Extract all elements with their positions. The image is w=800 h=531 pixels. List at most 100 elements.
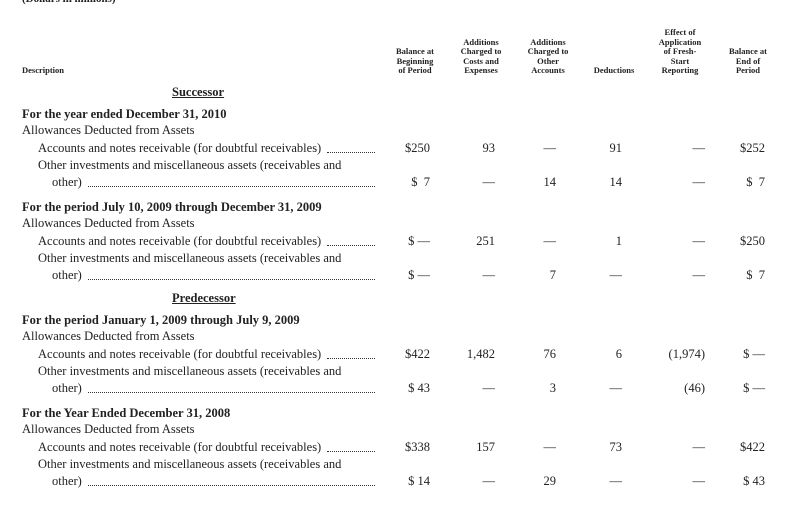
cell-value: — <box>692 175 706 189</box>
column-header: Start <box>670 55 690 66</box>
cell-value: $ — <box>743 381 765 395</box>
cell-value: — <box>692 440 706 454</box>
cell-value: 1,482 <box>466 347 495 361</box>
row-label: other) <box>52 474 82 488</box>
cell-value: $ 7 <box>746 268 765 282</box>
row-label: Other investments and miscellaneous asse… <box>38 364 342 378</box>
cell-value: $252 <box>740 141 765 155</box>
period-title: For the year ended December 31, 2010 <box>22 107 227 121</box>
cell-value: — <box>482 381 496 395</box>
cell-value: 76 <box>543 347 557 361</box>
column-header: Charged to <box>460 46 502 56</box>
group-label: Allowances Deducted from Assets <box>22 123 195 137</box>
cell-value: — <box>609 381 623 395</box>
column-header: Costs and <box>463 55 499 66</box>
cell-value: $ 43 <box>743 474 765 488</box>
cell-value: 91 <box>609 141 623 155</box>
dot-leader <box>87 392 375 393</box>
cell-value: $422 <box>405 347 430 361</box>
cell-value: — <box>609 474 623 488</box>
cell-value: 6 <box>615 347 622 361</box>
dot-leader <box>327 451 375 452</box>
column-header: Application <box>658 36 702 47</box>
row-label: other) <box>52 175 82 189</box>
column-header: Description <box>22 65 65 75</box>
cell-value: — <box>609 268 623 282</box>
cell-value: 93 <box>482 141 496 155</box>
cell-value: — <box>482 175 496 189</box>
column-header: Deductions <box>593 65 635 75</box>
dot-leader <box>87 279 375 280</box>
column-header: Additions <box>463 36 499 47</box>
cell-value: — <box>482 268 496 282</box>
row-label: Accounts and notes receivable (for doubt… <box>38 440 322 454</box>
cell-value: 29 <box>543 474 557 488</box>
row-label: Other investments and miscellaneous asse… <box>38 457 342 471</box>
row-label: other) <box>52 268 82 282</box>
column-header: of Fresh- <box>663 46 697 56</box>
cell-value: — <box>543 141 557 155</box>
cell-value: 157 <box>476 440 495 454</box>
row-label: Accounts and notes receivable (for doubt… <box>38 141 322 155</box>
cell-value: $ 7 <box>411 175 430 189</box>
row-label: Other investments and miscellaneous asse… <box>38 251 342 265</box>
column-header: Accounts <box>531 65 565 75</box>
cell-value: 73 <box>609 440 623 454</box>
dot-leader <box>87 485 375 486</box>
dot-leader <box>327 152 375 153</box>
cell-value: $ — <box>408 268 430 282</box>
cell-value: (1,974) <box>668 347 705 361</box>
column-header: Beginning <box>396 55 434 66</box>
cell-value: 251 <box>476 234 495 248</box>
column-header: Effect of <box>664 27 696 37</box>
column-header: Period <box>735 65 761 75</box>
cell-value: — <box>543 234 557 248</box>
cell-value: — <box>692 268 706 282</box>
cell-value: (46) <box>684 381 705 395</box>
cell-value: $ — <box>743 347 765 361</box>
column-header: Expenses <box>464 65 498 75</box>
dot-leader <box>327 358 375 359</box>
cell-value: 14 <box>609 175 623 189</box>
note: (Dollars in millions) <box>22 0 116 6</box>
cell-value: $ 43 <box>408 381 430 395</box>
cell-value: — <box>692 234 706 248</box>
row-label: other) <box>52 381 82 395</box>
column-header: End of <box>735 55 761 66</box>
cell-value: — <box>692 474 706 488</box>
row-label: Other investments and miscellaneous asse… <box>38 158 342 172</box>
cell-value: $ 7 <box>746 175 765 189</box>
cell-value: $338 <box>405 440 430 454</box>
dot-leader <box>87 186 375 187</box>
cell-value: — <box>543 440 557 454</box>
group-label: Allowances Deducted from Assets <box>22 422 195 436</box>
period-title: For the period July 10, 2009 through Dec… <box>22 200 322 214</box>
cell-value: $422 <box>740 440 765 454</box>
period-title: For the period January 1, 2009 through J… <box>22 313 300 327</box>
cell-value: $ — <box>408 234 430 248</box>
column-header: Other <box>537 55 559 66</box>
group-label: Allowances Deducted from Assets <box>22 216 195 230</box>
cell-value: 1 <box>615 234 622 248</box>
cell-value: 7 <box>549 268 556 282</box>
section-title: Predecessor <box>172 291 236 305</box>
cell-value: $250 <box>740 234 765 248</box>
row-label: Accounts and notes receivable (for doubt… <box>38 234 322 248</box>
cell-value: 3 <box>549 381 556 395</box>
column-header: of Period <box>398 65 432 75</box>
column-header: Charged to <box>527 46 569 56</box>
group-label: Allowances Deducted from Assets <box>22 329 195 343</box>
cell-value: — <box>692 141 706 155</box>
cell-value: 14 <box>543 175 557 189</box>
cell-value: — <box>482 474 496 488</box>
column-header: Additions <box>530 36 566 47</box>
column-header: Balance at <box>395 46 434 56</box>
cell-value: $250 <box>405 141 430 155</box>
period-title: For the Year Ended December 31, 2008 <box>22 406 231 420</box>
row-label: Accounts and notes receivable (for doubt… <box>38 347 322 361</box>
section-title: Successor <box>172 85 225 99</box>
column-header: Reporting <box>661 65 699 75</box>
dot-leader <box>327 245 375 246</box>
column-header: Balance at <box>728 46 767 56</box>
